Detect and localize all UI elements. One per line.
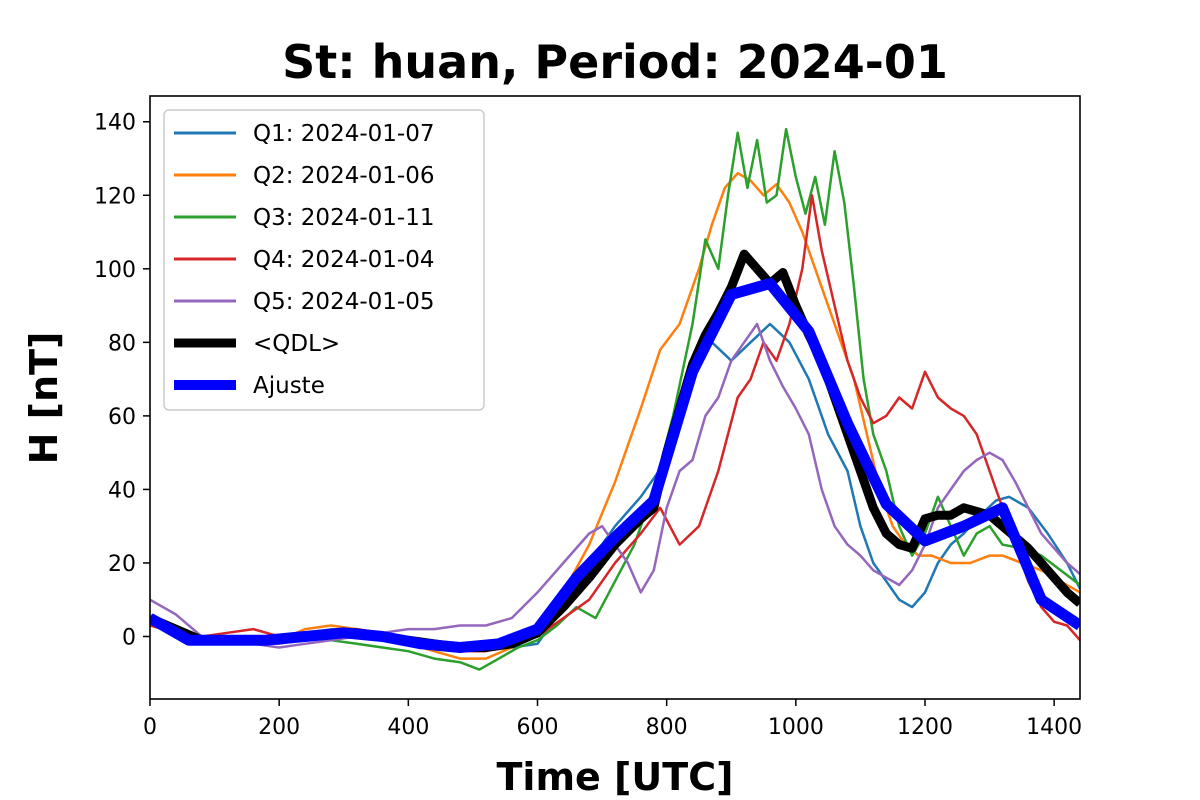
y-tick-label: 0	[122, 625, 136, 650]
legend-label: Q2: 2024-01-06	[253, 163, 434, 189]
x-tick-label: 1400	[1026, 715, 1082, 740]
legend-label: <QDL>	[253, 331, 340, 357]
legend-label: Q4: 2024-01-04	[253, 247, 434, 273]
x-tick-label: 800	[646, 715, 688, 740]
y-tick-label: 80	[108, 331, 136, 356]
legend: Q1: 2024-01-07 Q2: 2024-01-06 Q3: 2024-01-…	[163, 109, 485, 411]
legend-label: Q1: 2024-01-07	[253, 121, 434, 147]
x-tick-label: 1200	[897, 715, 953, 740]
x-tick-label: 600	[517, 715, 559, 740]
ticks-layer: 0 200 400 600 800 1000 1200 1400 0 20 40 60 80 100 120…	[94, 111, 1082, 740]
legend-label: Ajuste	[253, 373, 325, 399]
x-tick-label: 1000	[768, 715, 824, 740]
chart-title: St: huan, Period: 2024-01	[282, 35, 948, 89]
y-tick-label: 60	[108, 405, 136, 430]
y-tick-label: 100	[94, 258, 136, 283]
legend-label: Q5: 2024-01-05	[253, 289, 434, 315]
y-tick-label: 40	[108, 478, 136, 503]
series-line-7	[150, 278, 1080, 653]
series-layer	[150, 127, 1080, 671]
y-tick-label: 20	[108, 552, 136, 577]
y-axis-label: H [nT]	[22, 332, 66, 465]
y-tick-label: 140	[94, 111, 136, 136]
plot-frame	[149, 95, 1081, 700]
legend-box	[163, 109, 485, 411]
series-line-3	[150, 127, 1080, 671]
legend-label: Q3: 2024-01-11	[253, 205, 434, 231]
x-tick-label: 400	[387, 715, 429, 740]
x-axis-label: Time [UTC]	[497, 755, 734, 799]
x-tick-label: 0	[143, 715, 157, 740]
legend-items: Q1: 2024-01-07 Q2: 2024-01-06 Q3: 2024-01-…	[174, 121, 434, 399]
y-tick-label: 120	[94, 184, 136, 209]
x-tick-label: 200	[258, 715, 300, 740]
